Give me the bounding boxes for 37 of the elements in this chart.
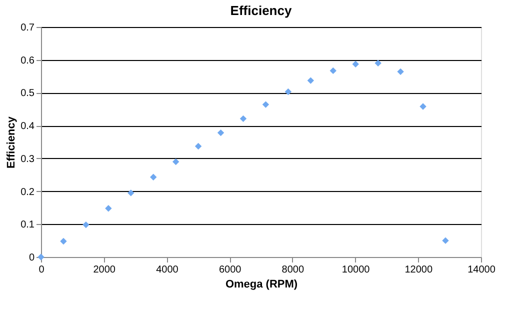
x-tick-label: 10000 <box>342 264 370 276</box>
y-tick-label: 0.2 <box>20 186 35 198</box>
point <box>240 115 247 122</box>
y-axis-title: Efficiency <box>6 116 18 168</box>
x-tick-label: 2000 <box>93 264 116 276</box>
point <box>150 174 157 181</box>
y-tick-label: 0 <box>28 252 35 264</box>
y-tick-label: 0.6 <box>20 55 35 66</box>
point <box>307 77 314 84</box>
y-tick-label: 0.1 <box>20 220 35 231</box>
y-tick-label: 0.4 <box>20 121 35 132</box>
x-tick-label: 0 <box>38 264 45 276</box>
y-tick-label: 0.7 <box>20 22 35 34</box>
x-tick-label: 6000 <box>218 264 242 276</box>
point <box>284 88 292 96</box>
x-axis-title: Omega (RPM) <box>225 278 298 290</box>
point <box>60 238 67 245</box>
point <box>172 158 180 166</box>
point <box>105 205 112 212</box>
point <box>217 129 224 136</box>
y-tick-label: 0.3 <box>20 154 35 165</box>
x-tick-label: 4000 <box>156 264 179 276</box>
x-tick-label: 14000 <box>468 264 496 276</box>
point <box>82 221 90 228</box>
point <box>352 60 359 68</box>
point <box>194 142 202 150</box>
point <box>128 190 134 196</box>
x-tick-label: 12000 <box>404 264 433 276</box>
point <box>330 67 336 74</box>
x-tick-label: 8000 <box>282 264 304 276</box>
point <box>262 101 270 108</box>
chart-title: Efficiency <box>230 3 292 18</box>
point <box>397 68 404 76</box>
point <box>442 237 449 244</box>
point <box>420 103 426 110</box>
y-tick-label: 0.5 <box>20 88 35 100</box>
point <box>374 60 382 66</box>
